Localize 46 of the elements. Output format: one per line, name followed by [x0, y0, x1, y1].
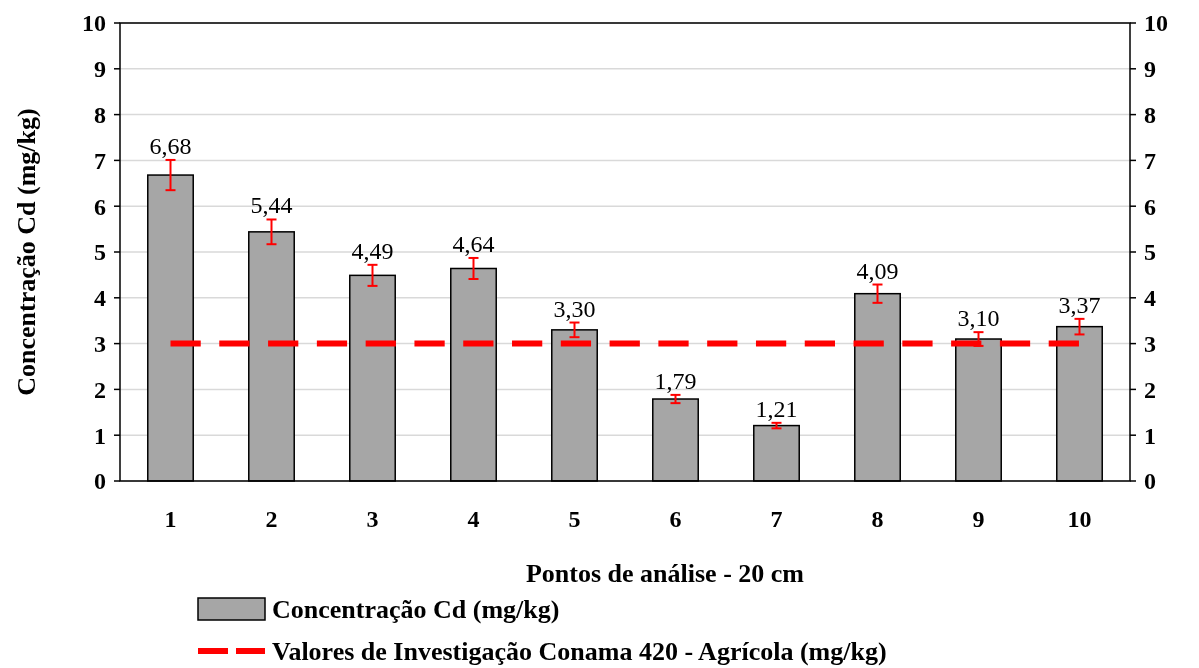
data-label: 4,49: [351, 237, 394, 264]
y-tick-label: 9: [94, 56, 106, 83]
y-tick-label: 4: [94, 285, 106, 312]
x-tick-label: 7: [770, 506, 783, 532]
data-label: 3,37: [1058, 291, 1101, 318]
y-tick-label: 5: [94, 239, 106, 266]
data-label: 3,30: [553, 295, 596, 322]
y2-tick-label: 4: [1144, 285, 1156, 312]
legend-label: Concentração Cd (mg/kg): [272, 595, 560, 625]
y2-tick-label: 1: [1144, 422, 1156, 449]
data-label: 5,44: [250, 192, 293, 219]
x-tick-label: 5: [568, 506, 581, 532]
y2-tick-label: 3: [1144, 331, 1156, 357]
y2-tick-label: 5: [1144, 239, 1156, 266]
y-tick-label: 8: [94, 102, 106, 128]
x-tick-label: 8: [871, 506, 884, 532]
x-tick-label: 1: [164, 506, 177, 532]
y2-tick-label: 0: [1144, 468, 1156, 495]
data-label: 4,09: [856, 257, 899, 284]
x-tick-label: 2: [265, 506, 278, 532]
y2-tick-label: 6: [1144, 193, 1156, 220]
y2-tick-label: 7: [1144, 147, 1156, 174]
data-label: 1,21: [755, 395, 798, 422]
y-tick-label: 3: [94, 331, 106, 357]
y2-tick-label: 10: [1144, 10, 1168, 37]
y2-tick-label: 8: [1144, 102, 1156, 128]
data-label: 4,64: [452, 230, 495, 257]
y-tick-label: 10: [82, 10, 106, 37]
x-tick-label: 10: [1067, 506, 1092, 532]
y-tick-label: 1: [94, 422, 106, 449]
x-tick-label: 3: [366, 506, 379, 532]
data-label: 3,10: [957, 305, 1000, 332]
y2-tick-label: 9: [1144, 56, 1156, 83]
y-tick-label: 7: [94, 147, 106, 174]
data-label: 1,79: [654, 367, 697, 394]
y-tick-label: 6: [94, 193, 106, 220]
y-tick-label: 0: [94, 468, 106, 495]
y-tick-label: 2: [94, 376, 106, 403]
y-axis-title: Concentração Cd (mg/kg): [12, 108, 41, 396]
data-label: 6,68: [149, 132, 192, 159]
y2-tick-label: 2: [1144, 376, 1156, 403]
legend-label: Valores de Investigação Conama 420 - Agrícola (mg/kg): [272, 637, 887, 667]
x-axis-title: Pontos de análise - 20 cm: [525, 559, 805, 588]
x-tick-label: 4: [467, 506, 480, 532]
x-tick-label: 9: [972, 506, 985, 532]
x-tick-label: 6: [669, 506, 682, 532]
